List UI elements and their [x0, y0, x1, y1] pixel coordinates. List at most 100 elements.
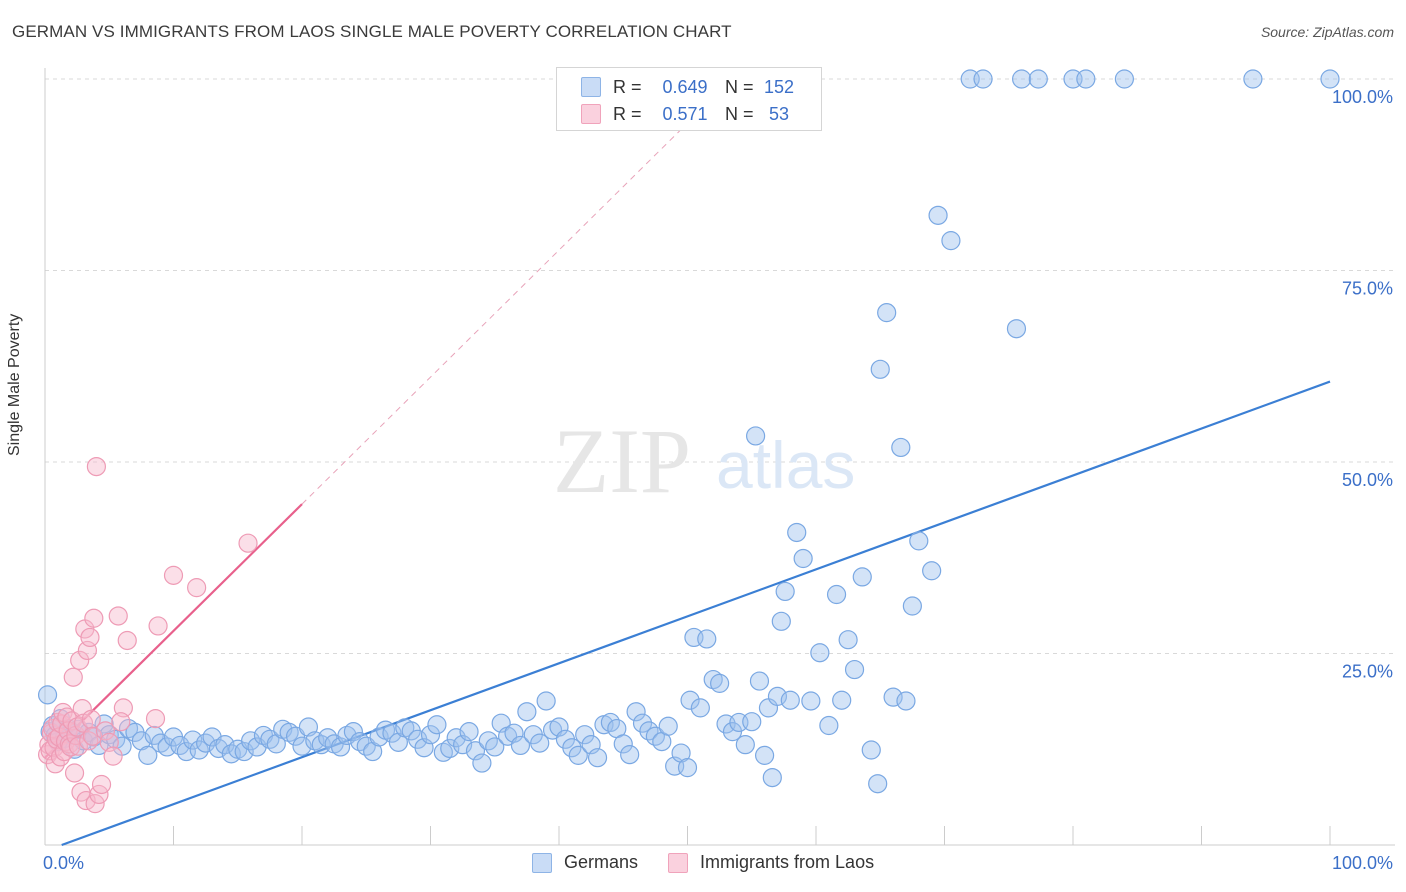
- germans-point: [852, 567, 872, 587]
- germans-point: [767, 686, 788, 706]
- germans-point: [292, 736, 312, 756]
- n-label: N =: [725, 103, 754, 124]
- germans-point: [1076, 69, 1096, 89]
- germans-point: [844, 659, 865, 680]
- germans-point: [620, 745, 640, 765]
- germans-point: [485, 737, 505, 757]
- germans-point: [775, 581, 795, 602]
- laos-point: [68, 736, 89, 756]
- germans-point: [658, 716, 678, 736]
- germans-point: [861, 740, 881, 760]
- germans-point: [762, 767, 782, 788]
- r-value: 0.571: [662, 103, 708, 124]
- germans-point: [780, 690, 800, 710]
- laos-point: [82, 726, 103, 746]
- germans-point: [832, 690, 852, 710]
- series-legend: Germans Immigrants from Laos: [532, 852, 904, 873]
- germans-point: [902, 596, 922, 616]
- germans-point: [838, 630, 858, 650]
- germans-point: [771, 611, 791, 631]
- chart-title: GERMAN VS IMMIGRANTS FROM LAOS SINGLE MA…: [12, 22, 732, 41]
- legend-item-germans[interactable]: Germans: [532, 852, 638, 873]
- germans-point: [909, 531, 929, 551]
- r-label: R =: [613, 76, 642, 97]
- legend-row-laos: R = 0.571 N = 53: [581, 101, 799, 127]
- germans-point: [465, 741, 486, 761]
- germans-trend-line: [61, 380, 1331, 847]
- germans-point: [746, 426, 766, 446]
- germans-point: [568, 745, 588, 765]
- germans-point: [510, 735, 531, 756]
- n-value: 53: [768, 103, 790, 124]
- laos-point: [70, 650, 90, 670]
- germans-point: [459, 722, 479, 742]
- y-tick-label: 100.0%: [1332, 87, 1393, 107]
- germans-point: [735, 735, 755, 755]
- germans-point: [870, 359, 890, 379]
- germans-point: [343, 722, 363, 742]
- germans-point: [928, 205, 948, 225]
- grid-lines: [45, 78, 1395, 654]
- germans-point: [868, 774, 888, 794]
- germans-point: [801, 691, 821, 711]
- germans-point: [420, 725, 441, 745]
- germans-point: [749, 671, 770, 691]
- germans-point: [536, 691, 556, 711]
- germans-point: [710, 673, 730, 693]
- source-credit: Source: ZipAtlas.com: [1260, 24, 1394, 40]
- germans-point: [587, 748, 608, 768]
- germans-point: [1011, 69, 1032, 89]
- germans-point: [472, 753, 492, 773]
- y-tick-label: 25.0%: [1342, 662, 1393, 682]
- germans-point: [793, 548, 813, 569]
- germans-point: [1243, 69, 1263, 89]
- laos-point: [64, 763, 85, 783]
- germans-point: [1320, 69, 1340, 89]
- laos-point: [84, 608, 104, 628]
- y-tick-label: 50.0%: [1342, 470, 1393, 490]
- germans-point: [787, 522, 807, 543]
- watermark-zip: ZIP: [553, 410, 691, 512]
- germans-point: [504, 723, 524, 743]
- germans-point: [530, 733, 550, 753]
- y-axis-label: Single Male Poverty: [6, 313, 23, 456]
- germans-point: [742, 712, 762, 732]
- n-label: N =: [725, 76, 754, 97]
- germans-swatch: [581, 77, 601, 97]
- watermark-atlas: atlas: [716, 428, 855, 502]
- laos-point: [238, 533, 258, 553]
- legend-item-laos[interactable]: Immigrants from Laos: [668, 852, 874, 873]
- data-points: [37, 69, 1340, 814]
- germans-swatch: [532, 852, 552, 873]
- laos-point: [148, 616, 168, 636]
- series-germans: [37, 69, 1340, 794]
- germans-point: [632, 713, 653, 733]
- germans-point: [427, 715, 447, 735]
- watermark: ZIP atlas: [553, 410, 855, 512]
- germans-point: [440, 738, 460, 759]
- laos-point: [81, 709, 101, 729]
- series-laos: [37, 456, 258, 814]
- laos-point: [103, 746, 123, 766]
- laos-point: [62, 711, 82, 731]
- germans-point: [680, 690, 700, 710]
- x-tick-label: 100.0%: [1332, 853, 1393, 873]
- germans-point: [754, 745, 775, 765]
- r-value: 0.649: [662, 76, 708, 97]
- germans-point: [883, 687, 903, 707]
- germans-point: [810, 643, 830, 663]
- germans-point: [549, 717, 569, 737]
- germans-point: [330, 737, 351, 757]
- stats-legend: R = 0.649 N = 152 R = 0.571 N = 53: [556, 67, 822, 131]
- laos-point: [187, 578, 207, 598]
- germans-point: [819, 715, 839, 736]
- germans-point: [1028, 69, 1048, 89]
- laos-point: [117, 630, 137, 651]
- laos-point: [57, 707, 77, 727]
- germans-point: [234, 741, 254, 762]
- x-tick-label: 0.0%: [43, 853, 84, 873]
- germans-point: [973, 69, 993, 89]
- laos-trend-extension: [301, 110, 701, 505]
- germans-point: [575, 725, 595, 745]
